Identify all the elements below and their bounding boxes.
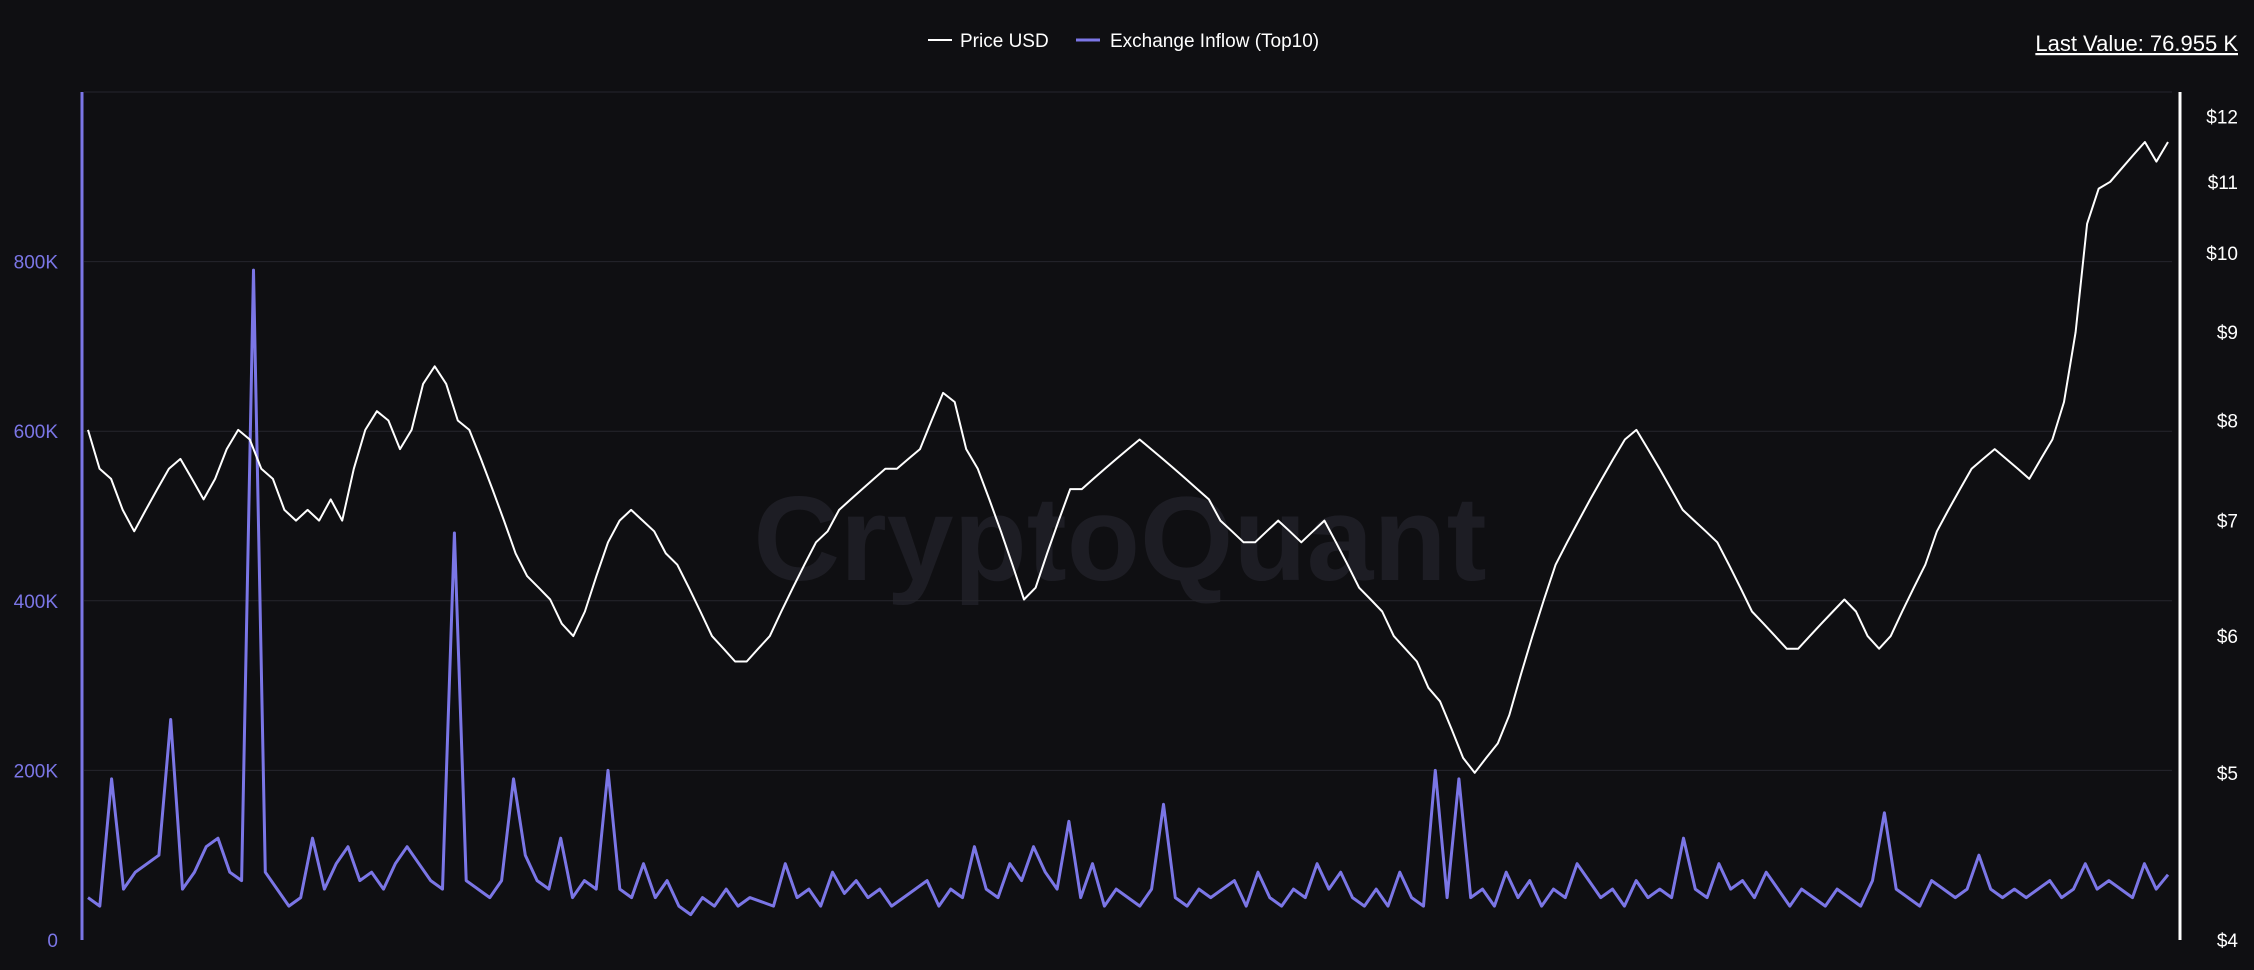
legend: Price USD Exchange Inflow (Top10)	[928, 31, 1319, 52]
left-tick-label: 400K	[14, 592, 59, 613]
right-tick-label: $5	[2217, 764, 2238, 785]
series-line-exchange-inflow	[87, 268, 2170, 917]
right-tick-label: $7	[2217, 512, 2238, 533]
watermark: CryptoQuant	[753, 472, 1486, 606]
right-axis-ticks: $4 $5 $6 $7 $8 $9 $10 $11 $12	[2206, 108, 2238, 952]
right-tick-label: $11	[2208, 173, 2238, 194]
grid-lines	[84, 91, 2172, 771]
left-tick-label: 600K	[14, 422, 59, 443]
right-tick-label: $8	[2217, 411, 2238, 432]
left-axis-ticks: 0 200K 400K 600K 800K	[14, 253, 59, 952]
right-tick-label: $10	[2206, 244, 2238, 265]
left-tick-label: 800K	[14, 253, 59, 274]
last-value-link[interactable]: Last Value: 76.955 K	[2035, 31, 2238, 56]
series-line-price-usd	[87, 141, 2169, 774]
right-tick-label: $9	[2217, 323, 2238, 344]
right-tick-label: $6	[2217, 627, 2238, 648]
legend-price-label: Price USD	[960, 31, 1049, 52]
left-tick-label: 200K	[14, 761, 59, 782]
left-tick-label: 0	[47, 931, 58, 952]
right-tick-label: $12	[2206, 108, 2238, 129]
right-tick-label: $4	[2217, 931, 2239, 952]
legend-inflow-label: Exchange Inflow (Top10)	[1110, 31, 1319, 52]
